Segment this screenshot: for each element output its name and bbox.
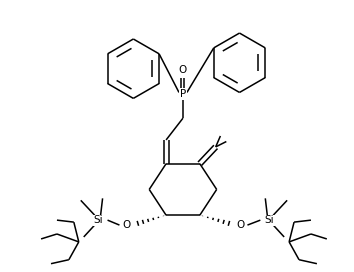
Text: Si: Si: [94, 215, 103, 225]
Text: O: O: [236, 220, 245, 230]
Text: Si: Si: [264, 215, 274, 225]
Text: O: O: [179, 65, 187, 75]
Text: O: O: [122, 220, 131, 230]
Text: P: P: [180, 89, 186, 100]
